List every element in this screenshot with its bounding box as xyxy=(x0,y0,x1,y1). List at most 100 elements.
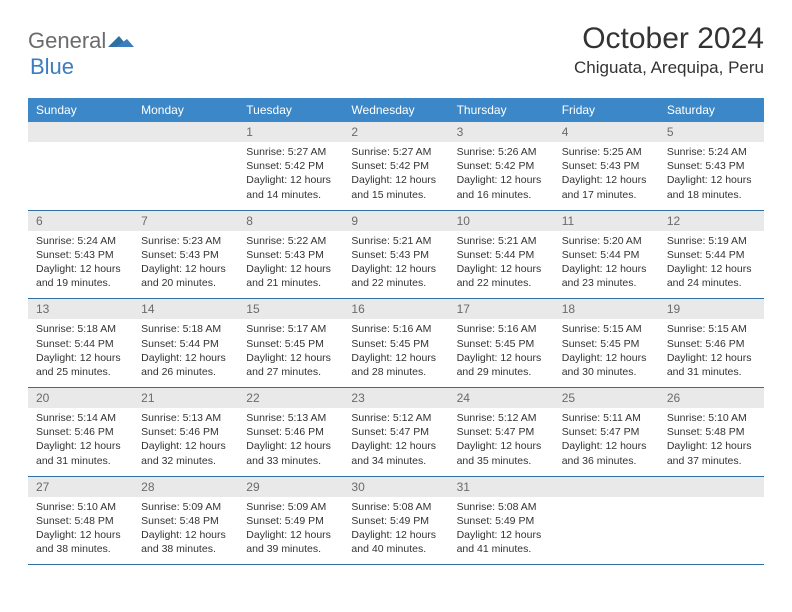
day-number-cell: 20 xyxy=(28,388,133,409)
day-header: Saturday xyxy=(659,98,764,122)
day-detail-text: Sunrise: 5:13 AMSunset: 5:46 PMDaylight:… xyxy=(133,408,238,476)
day-number-cell: 7 xyxy=(133,210,238,231)
day-detail-text xyxy=(28,142,133,204)
sunset-text: Sunset: 5:49 PM xyxy=(351,514,440,528)
page: General October 2024 Chiguata, Arequipa,… xyxy=(0,0,792,587)
daylight-text-1: Daylight: 12 hours xyxy=(457,439,546,453)
sunrise-text: Sunrise: 5:12 AM xyxy=(351,411,440,425)
sunset-text: Sunset: 5:48 PM xyxy=(667,425,756,439)
day-detail-text xyxy=(554,497,659,559)
day-header: Wednesday xyxy=(343,98,448,122)
daylight-text-1: Daylight: 12 hours xyxy=(36,528,125,542)
daylight-text-1: Daylight: 12 hours xyxy=(351,262,440,276)
sunrise-text: Sunrise: 5:19 AM xyxy=(667,234,756,248)
daylight-text-1: Daylight: 12 hours xyxy=(141,262,230,276)
sunset-text: Sunset: 5:44 PM xyxy=(36,337,125,351)
daylight-text-2: and 37 minutes. xyxy=(667,454,756,468)
daylight-text-2: and 25 minutes. xyxy=(36,365,125,379)
day-detail-cell: Sunrise: 5:13 AMSunset: 5:46 PMDaylight:… xyxy=(133,408,238,476)
sunset-text: Sunset: 5:45 PM xyxy=(351,337,440,351)
day-detail-cell: Sunrise: 5:18 AMSunset: 5:44 PMDaylight:… xyxy=(133,319,238,387)
daylight-text-1: Daylight: 12 hours xyxy=(562,262,651,276)
location-text: Chiguata, Arequipa, Peru xyxy=(574,58,764,78)
day-detail-cell xyxy=(554,497,659,565)
sunset-text: Sunset: 5:42 PM xyxy=(351,159,440,173)
day-number-cell: 15 xyxy=(238,299,343,320)
daylight-text-1: Daylight: 12 hours xyxy=(351,439,440,453)
day-detail-cell: Sunrise: 5:16 AMSunset: 5:45 PMDaylight:… xyxy=(343,319,448,387)
daylight-text-1: Daylight: 12 hours xyxy=(667,439,756,453)
day-detail-cell: Sunrise: 5:12 AMSunset: 5:47 PMDaylight:… xyxy=(343,408,448,476)
day-detail-cell: Sunrise: 5:08 AMSunset: 5:49 PMDaylight:… xyxy=(343,497,448,565)
day-number-cell: 22 xyxy=(238,388,343,409)
daylight-text-1: Daylight: 12 hours xyxy=(351,528,440,542)
day-detail-text: Sunrise: 5:10 AMSunset: 5:48 PMDaylight:… xyxy=(28,497,133,565)
day-detail-text: Sunrise: 5:08 AMSunset: 5:49 PMDaylight:… xyxy=(343,497,448,565)
day-header: Friday xyxy=(554,98,659,122)
day-number-cell: 8 xyxy=(238,210,343,231)
day-header: Sunday xyxy=(28,98,133,122)
day-detail-row: Sunrise: 5:24 AMSunset: 5:43 PMDaylight:… xyxy=(28,231,764,299)
daylight-text-2: and 26 minutes. xyxy=(141,365,230,379)
day-detail-text: Sunrise: 5:08 AMSunset: 5:49 PMDaylight:… xyxy=(449,497,554,565)
daylight-text-1: Daylight: 12 hours xyxy=(457,173,546,187)
daylight-text-2: and 17 minutes. xyxy=(562,188,651,202)
daylight-text-1: Daylight: 12 hours xyxy=(351,173,440,187)
daylight-text-1: Daylight: 12 hours xyxy=(246,351,335,365)
daylight-text-2: and 22 minutes. xyxy=(457,276,546,290)
day-detail-row: Sunrise: 5:27 AMSunset: 5:42 PMDaylight:… xyxy=(28,142,764,210)
sunset-text: Sunset: 5:48 PM xyxy=(141,514,230,528)
logo-mark-icon xyxy=(108,30,134,53)
day-number-cell: 3 xyxy=(449,122,554,142)
daylight-text-2: and 40 minutes. xyxy=(351,542,440,556)
day-detail-cell: Sunrise: 5:21 AMSunset: 5:44 PMDaylight:… xyxy=(449,231,554,299)
day-detail-text: Sunrise: 5:13 AMSunset: 5:46 PMDaylight:… xyxy=(238,408,343,476)
daylight-text-1: Daylight: 12 hours xyxy=(246,528,335,542)
daylight-text-1: Daylight: 12 hours xyxy=(351,351,440,365)
day-detail-text: Sunrise: 5:24 AMSunset: 5:43 PMDaylight:… xyxy=(28,231,133,299)
day-detail-text: Sunrise: 5:10 AMSunset: 5:48 PMDaylight:… xyxy=(659,408,764,476)
day-header: Tuesday xyxy=(238,98,343,122)
sunset-text: Sunset: 5:46 PM xyxy=(141,425,230,439)
day-number-cell: 2 xyxy=(343,122,448,142)
sunrise-text: Sunrise: 5:16 AM xyxy=(351,322,440,336)
day-number-cell: 18 xyxy=(554,299,659,320)
day-detail-text: Sunrise: 5:27 AMSunset: 5:42 PMDaylight:… xyxy=(238,142,343,210)
daylight-text-1: Daylight: 12 hours xyxy=(246,262,335,276)
sunset-text: Sunset: 5:49 PM xyxy=(457,514,546,528)
day-detail-text: Sunrise: 5:24 AMSunset: 5:43 PMDaylight:… xyxy=(659,142,764,210)
sunset-text: Sunset: 5:43 PM xyxy=(351,248,440,262)
sunset-text: Sunset: 5:46 PM xyxy=(667,337,756,351)
sunrise-text: Sunrise: 5:27 AM xyxy=(246,145,335,159)
day-number-cell: 28 xyxy=(133,476,238,497)
day-detail-cell: Sunrise: 5:23 AMSunset: 5:43 PMDaylight:… xyxy=(133,231,238,299)
logo-text-gray: General xyxy=(28,28,106,54)
sunrise-text: Sunrise: 5:11 AM xyxy=(562,411,651,425)
day-detail-text: Sunrise: 5:12 AMSunset: 5:47 PMDaylight:… xyxy=(343,408,448,476)
day-number-row: 20212223242526 xyxy=(28,388,764,409)
sunset-text: Sunset: 5:48 PM xyxy=(36,514,125,528)
day-detail-text: Sunrise: 5:20 AMSunset: 5:44 PMDaylight:… xyxy=(554,231,659,299)
sunset-text: Sunset: 5:47 PM xyxy=(562,425,651,439)
daylight-text-1: Daylight: 12 hours xyxy=(457,351,546,365)
sunrise-text: Sunrise: 5:15 AM xyxy=(562,322,651,336)
day-number-row: 6789101112 xyxy=(28,210,764,231)
title-block: October 2024 Chiguata, Arequipa, Peru xyxy=(574,22,764,78)
day-detail-text: Sunrise: 5:12 AMSunset: 5:47 PMDaylight:… xyxy=(449,408,554,476)
sunrise-text: Sunrise: 5:23 AM xyxy=(141,234,230,248)
day-detail-cell xyxy=(28,142,133,210)
sunrise-text: Sunrise: 5:27 AM xyxy=(351,145,440,159)
day-number-cell: 4 xyxy=(554,122,659,142)
day-number-cell xyxy=(659,476,764,497)
day-number-cell: 29 xyxy=(238,476,343,497)
sunrise-text: Sunrise: 5:13 AM xyxy=(246,411,335,425)
daylight-text-2: and 41 minutes. xyxy=(457,542,546,556)
day-number-cell: 5 xyxy=(659,122,764,142)
daylight-text-1: Daylight: 12 hours xyxy=(562,351,651,365)
calendar-table: Sunday Monday Tuesday Wednesday Thursday… xyxy=(28,98,764,565)
daylight-text-1: Daylight: 12 hours xyxy=(667,351,756,365)
sunrise-text: Sunrise: 5:09 AM xyxy=(141,500,230,514)
calendar-body: 12345Sunrise: 5:27 AMSunset: 5:42 PMDayl… xyxy=(28,122,764,565)
sunrise-text: Sunrise: 5:20 AM xyxy=(562,234,651,248)
day-detail-cell: Sunrise: 5:08 AMSunset: 5:49 PMDaylight:… xyxy=(449,497,554,565)
